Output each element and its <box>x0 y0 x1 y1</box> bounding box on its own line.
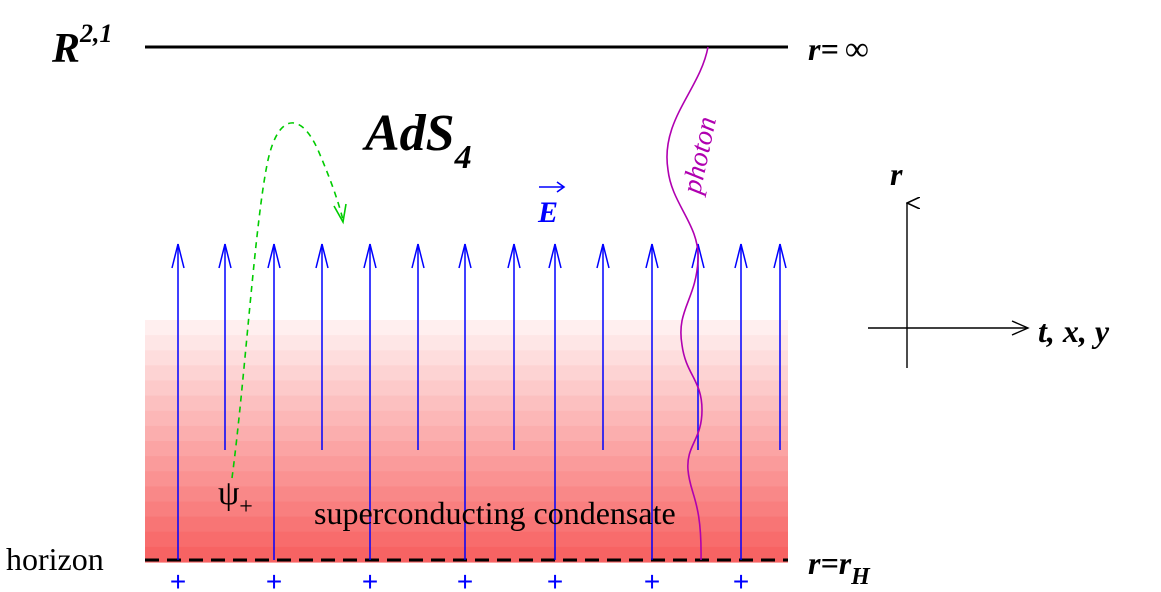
condensate-band-row <box>145 531 788 548</box>
photon-label: photon <box>676 114 723 198</box>
charge-symbol: + <box>266 566 282 592</box>
charge-symbol: + <box>547 566 563 592</box>
condensate-label: superconducting condensate <box>314 495 676 531</box>
charge-symbol: + <box>362 566 378 592</box>
condensate-band-row <box>145 320 788 336</box>
field-arrowhead <box>315 243 329 269</box>
field-arrowhead <box>645 243 659 269</box>
horizon-r-label: r=rH <box>808 545 871 590</box>
field-arrowhead <box>691 243 705 269</box>
boundary-coordinates-label: t, x, y <box>1038 313 1110 349</box>
ads-label: AdS4 <box>362 105 472 176</box>
condensate-band-row <box>145 471 788 487</box>
charge-symbol: + <box>457 566 473 592</box>
field-arrowhead <box>596 243 610 269</box>
fermion-arrowhead <box>333 203 347 225</box>
fermion-label: ψ+ <box>218 475 253 520</box>
condensate-band-row <box>145 486 788 503</box>
photon-worldline <box>666 46 709 561</box>
field-arrowhead <box>267 243 281 269</box>
field-arrowhead <box>171 243 185 269</box>
condensate-band-row <box>145 501 788 518</box>
condensate-band-row <box>145 380 788 397</box>
field-vector-arrowhead <box>556 181 566 193</box>
charge-symbol: + <box>733 566 749 592</box>
charge-symbol: + <box>170 566 186 592</box>
field-arrowhead <box>734 243 748 269</box>
condensate-band-row <box>145 516 788 533</box>
condensate-band-row <box>145 410 788 427</box>
field-arrowhead <box>773 243 787 269</box>
condensate-band-row <box>145 456 788 472</box>
field-label: E <box>537 196 558 229</box>
field-arrowhead <box>458 243 472 269</box>
condensate-band-row <box>145 441 788 457</box>
horizon-label: horizon <box>6 541 104 577</box>
condensate-band-row <box>145 425 788 442</box>
charge-symbol: + <box>644 566 660 592</box>
r-axis-label: r <box>890 156 903 192</box>
fermion-trajectory <box>231 122 344 479</box>
field-arrowhead <box>218 243 232 269</box>
boundary-axis-arrowhead <box>1011 320 1030 336</box>
field-arrowhead <box>363 243 377 269</box>
field-arrowhead <box>507 243 521 269</box>
field-arrowhead <box>548 243 562 269</box>
condensate-band-row <box>145 365 788 382</box>
condensate-band-row <box>145 350 788 366</box>
electric-field-lines <box>171 243 787 560</box>
boundary-label: R2,1 <box>51 19 113 72</box>
condensate-region <box>145 320 788 563</box>
condensate-band-row <box>145 395 788 412</box>
field-arrowhead <box>411 243 425 269</box>
horizon-charges: + + + + + + + <box>170 566 749 592</box>
condensate-band-row <box>145 335 788 351</box>
boundary-r-label: r= ∞ <box>808 31 869 68</box>
